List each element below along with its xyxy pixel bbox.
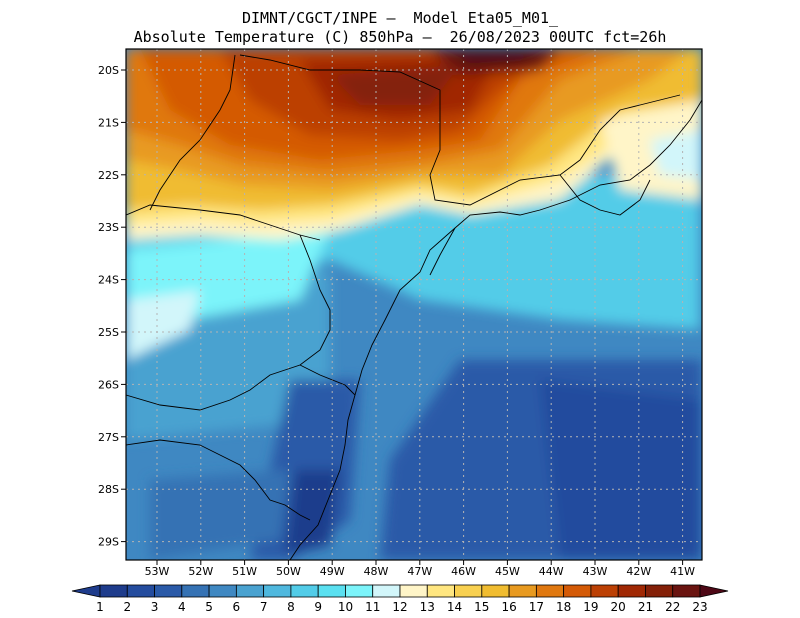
lon-label: 48W	[364, 565, 389, 578]
latitude-labels: 20S 21S 22S 23S 24S 25S 26S 27S 28S 29S	[98, 64, 126, 549]
lon-label: 50W	[276, 565, 301, 578]
lon-label: 44W	[539, 565, 564, 578]
plot-frame	[125, 48, 703, 561]
colorbar-segment	[563, 584, 592, 598]
lat-label: 21S	[98, 116, 119, 129]
colorbar-label: 16	[501, 600, 516, 614]
colorbar-segment	[372, 584, 401, 598]
colorbar-segment	[617, 584, 646, 598]
colorbar-segment	[208, 584, 237, 598]
lon-label: 51W	[232, 565, 257, 578]
lat-label: 26S	[98, 378, 119, 391]
graticule	[126, 49, 702, 560]
colorbar-segment	[126, 584, 155, 598]
colorbar-segment	[481, 584, 510, 598]
lat-label: 28S	[98, 483, 119, 496]
colorbar: 1 2 3 4 5 6 7 8 9 10 11 12 13 14 15 16 17 18 19 20 21 22 23	[71, 584, 729, 614]
colorbar-label: 3	[151, 600, 159, 614]
lat-label: 23S	[98, 221, 119, 234]
lat-label: 22S	[98, 169, 119, 182]
colorbar-label: 12	[392, 600, 407, 614]
colorbar-segment	[535, 584, 565, 598]
colorbar-label: 14	[447, 600, 462, 614]
lat-label: 24S	[98, 274, 119, 287]
colorbar-segment	[426, 584, 455, 598]
colorbar-segment	[590, 584, 619, 598]
colorbar-arrow-high	[699, 584, 729, 598]
map-title-line-1: DIMNT/CGCT/INPE – Model Eta05_M01_	[241, 9, 559, 27]
lon-label: 47W	[407, 565, 432, 578]
colorbar-segment	[181, 584, 210, 598]
colorbar-segment	[235, 584, 265, 598]
colorbar-label: 9	[314, 600, 322, 614]
colorbar-segment	[263, 584, 292, 598]
colorbar-label: 22	[665, 600, 680, 614]
colorbar-label: 23	[692, 600, 707, 614]
lon-label: 46W	[451, 565, 476, 578]
lon-label: 52W	[188, 565, 213, 578]
longitude-labels: 53W 52W 51W 50W 49W 48W 47W 46W 45W 44W 43W 42W 41W	[145, 560, 695, 578]
lon-label: 49W	[320, 565, 345, 578]
colorbar-label: 13	[420, 600, 435, 614]
colorbar-segment	[454, 584, 483, 598]
colorbar-segment	[99, 584, 128, 598]
colorbar-label: 8	[287, 600, 295, 614]
map-title-line-2: Absolute Temperature (C) 850hPa – 26/08/…	[133, 28, 667, 46]
colorbar-label: 4	[178, 600, 186, 614]
colorbar-label: 18	[556, 600, 571, 614]
colorbar-segment	[345, 584, 374, 598]
colorbar-label: 21	[638, 600, 653, 614]
lat-label: 20S	[98, 64, 119, 77]
lon-label: 53W	[145, 565, 170, 578]
colorbar-segment	[508, 584, 537, 598]
coastline-and-borders	[126, 54, 702, 560]
colorbar-segment	[399, 584, 428, 598]
colorbar-label: 11	[365, 600, 380, 614]
colorbar-segment	[672, 584, 701, 598]
lon-label: 41W	[670, 565, 695, 578]
colorbar-label: 15	[474, 600, 489, 614]
lon-label: 43W	[583, 565, 608, 578]
colorbar-label: 2	[123, 600, 131, 614]
colorbar-label: 1	[96, 600, 104, 614]
lon-label: 42W	[626, 565, 651, 578]
colorbar-label: 7	[260, 600, 268, 614]
colorbar-segment	[290, 584, 319, 598]
colorbar-label: 17	[529, 600, 544, 614]
temperature-field	[126, 49, 702, 560]
colorbar-label: 20	[611, 600, 626, 614]
colorbar-segment	[645, 584, 674, 598]
colorbar-label: 10	[338, 600, 353, 614]
colorbar-label: 6	[233, 600, 241, 614]
lat-label: 27S	[98, 431, 119, 444]
colorbar-label: 5	[205, 600, 213, 614]
colorbar-label: 19	[583, 600, 598, 614]
colorbar-segment	[154, 584, 183, 598]
colorbar-arrow-low	[71, 584, 101, 598]
lon-label: 45W	[495, 565, 520, 578]
lat-label: 25S	[98, 326, 119, 339]
lat-label: 29S	[98, 536, 119, 549]
colorbar-segment	[317, 584, 346, 598]
